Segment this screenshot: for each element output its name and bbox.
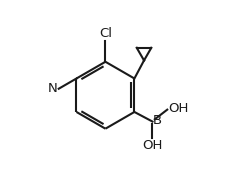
Text: OH: OH bbox=[169, 102, 189, 115]
Text: Cl: Cl bbox=[99, 27, 112, 40]
Text: N: N bbox=[48, 82, 57, 95]
Text: OH: OH bbox=[142, 139, 163, 152]
Text: B: B bbox=[153, 114, 162, 127]
